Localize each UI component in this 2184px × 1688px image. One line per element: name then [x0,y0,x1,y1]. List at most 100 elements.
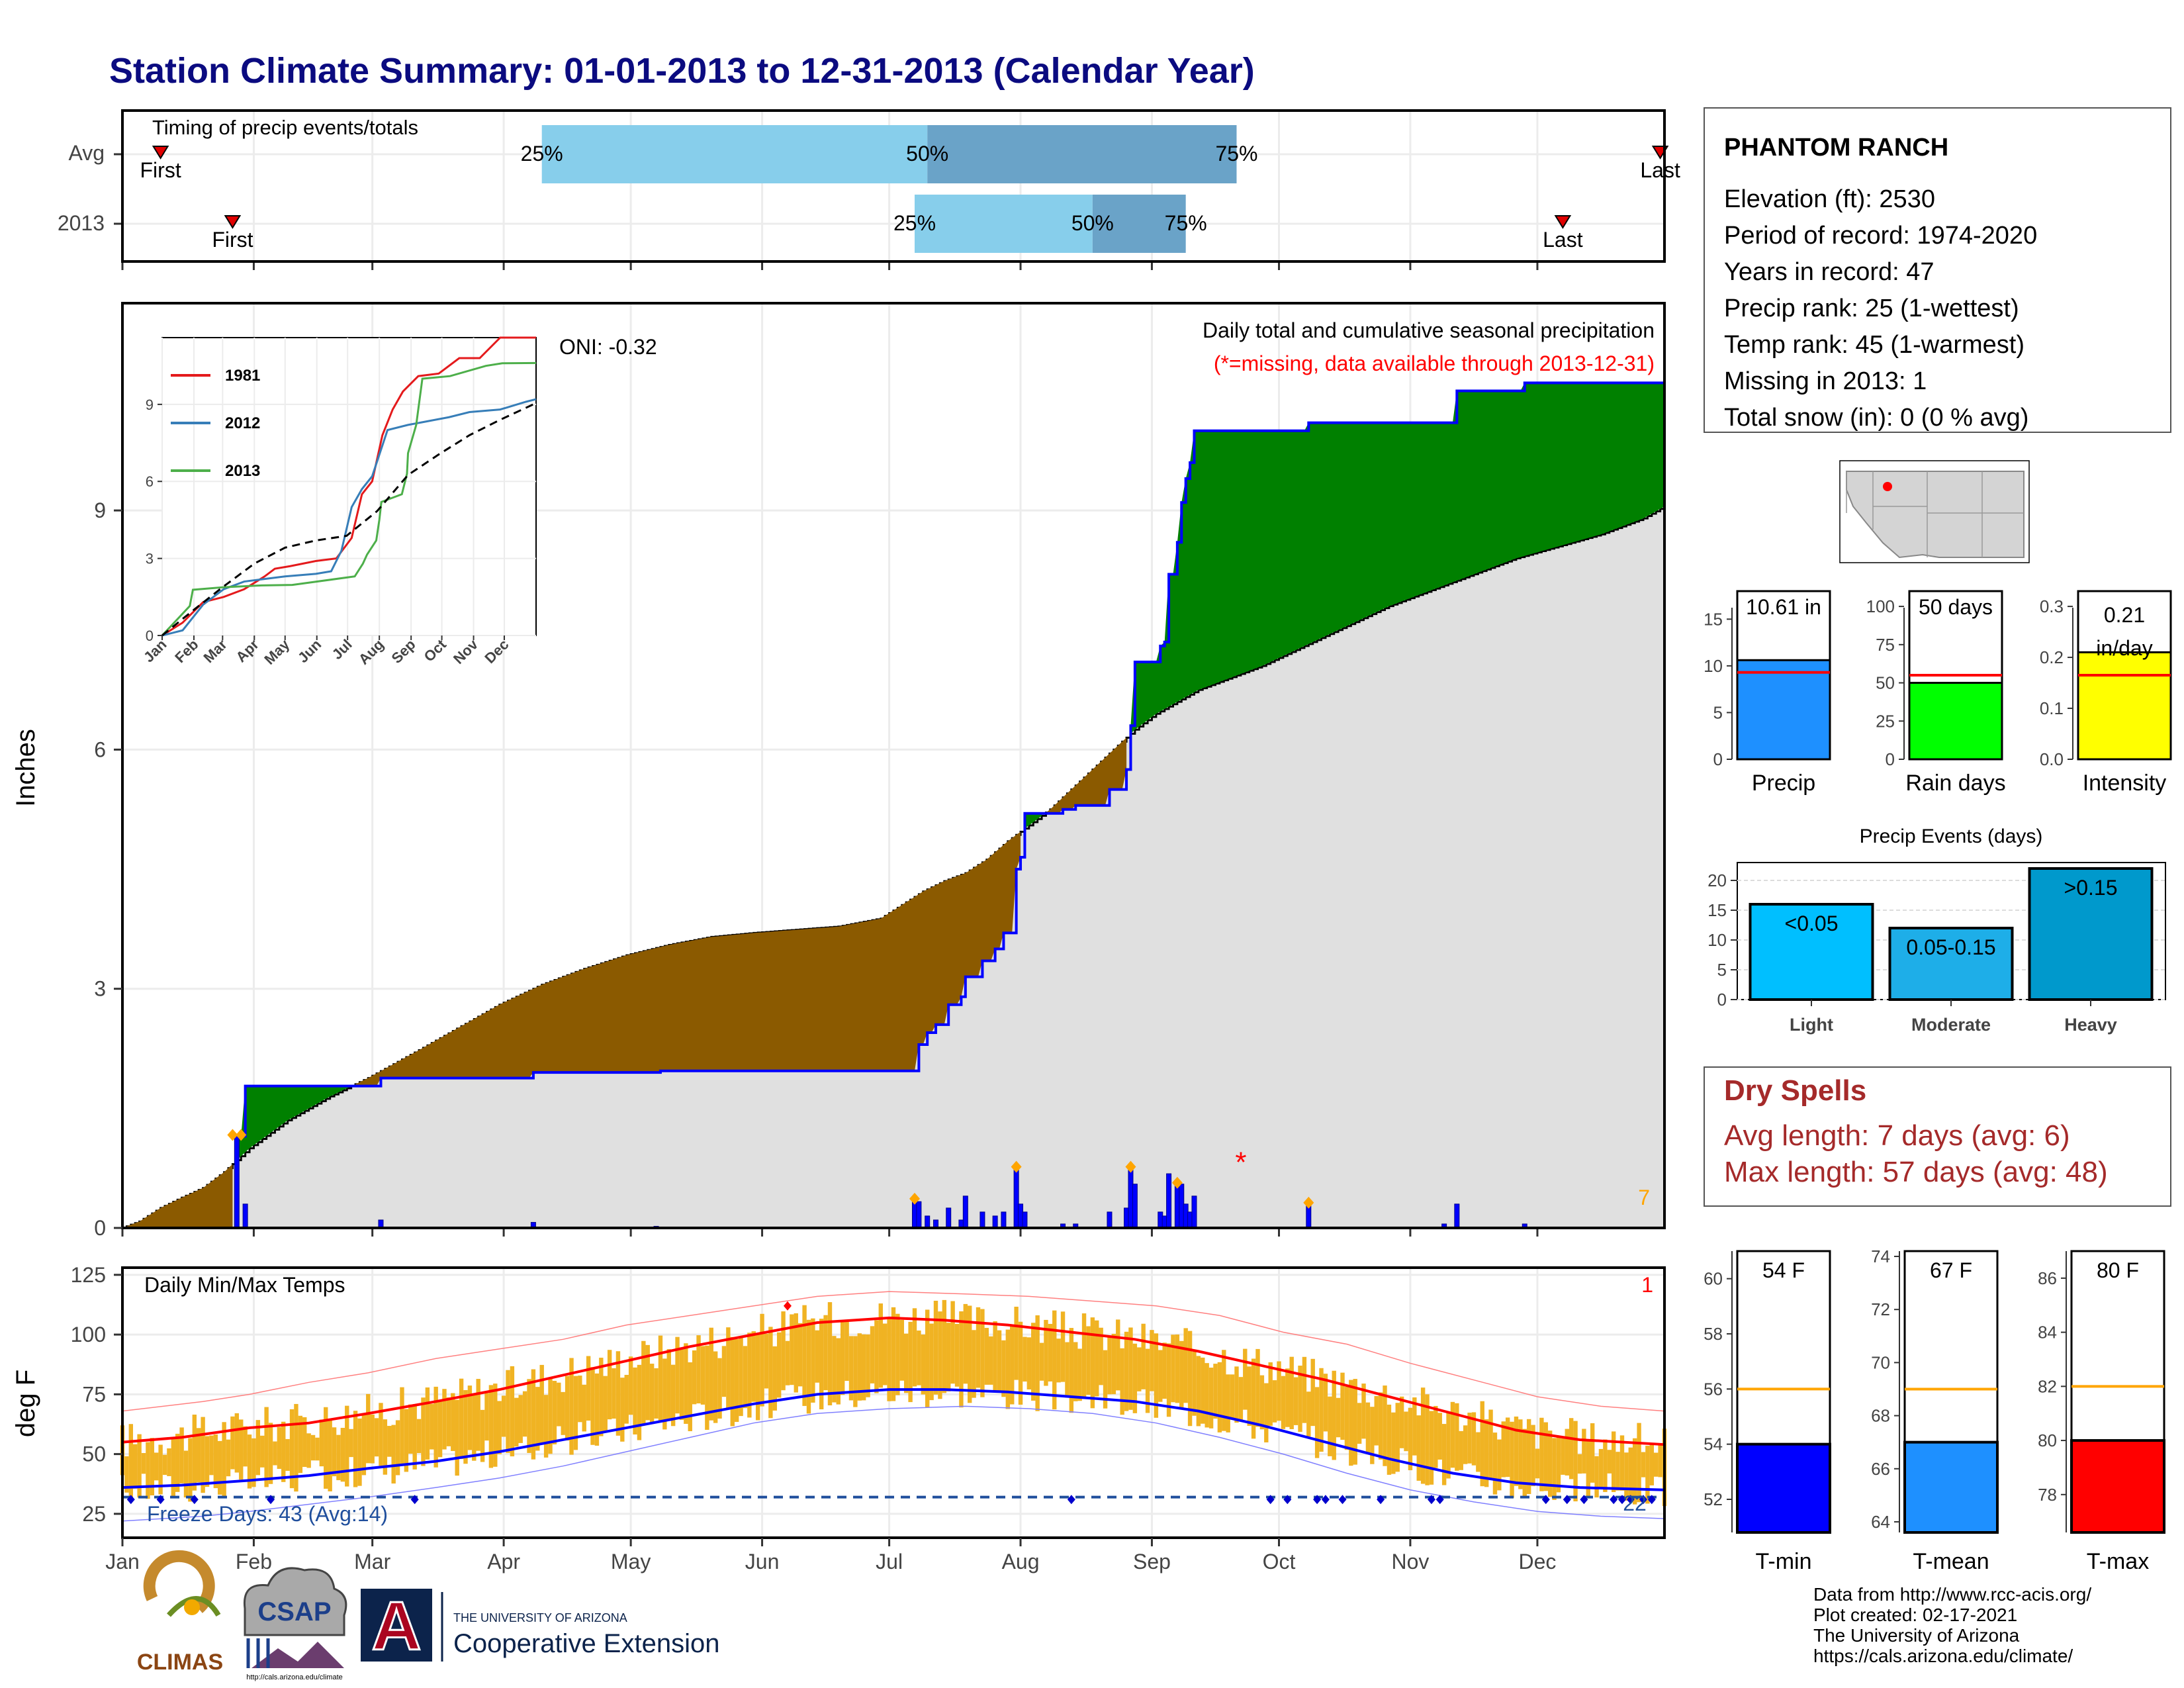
page-title: Station Climate Summary: 01-01-2013 to 1… [109,51,1255,91]
daily-temp-bar [696,1335,701,1404]
daily-temp-bar [124,1456,129,1493]
timing-q25-label: 25% [521,142,563,165]
first-event-label: First [212,228,253,252]
month-label: Apr [487,1550,520,1573]
cold-day-marker [1427,1495,1435,1505]
month-label: Feb [236,1550,272,1573]
daily-temp-bar [582,1384,586,1432]
daily-temp-bar [1501,1421,1506,1477]
ua-small-text: THE UNIVERSITY OF ARIZONA [453,1611,627,1624]
summary-chart-name: Intensity [2083,771,2167,796]
summary-value-bar [2077,651,2172,761]
freeze-count-label: 22 [1623,1491,1647,1515]
daily-temp-bar [633,1367,637,1435]
daily-temp-bar [1450,1401,1455,1468]
first-event-marker [224,215,242,229]
daily-temp-bar [463,1389,468,1464]
cold-day-marker [1377,1495,1385,1505]
daily-temp-bar [201,1417,205,1493]
dry-spells-title: Dry Spells [1724,1074,1866,1107]
daily-temp-bar [1293,1377,1298,1425]
daily-temp-bar [213,1434,218,1489]
cold-day-marker [1617,1495,1626,1505]
oni-label: ONI: -0.32 [559,335,657,359]
daily-temp-bar [1039,1342,1044,1381]
timing-bar-q25-q50 [541,125,928,183]
month-label: Jan [105,1550,140,1573]
cold-day-marker [1580,1495,1588,1505]
daily-temp-bar [510,1366,515,1457]
daily-precip-bar [925,1215,931,1229]
daily-temp-bar [1141,1323,1146,1389]
daily-temp-bar [1132,1343,1138,1413]
large-event-marker [1303,1196,1314,1209]
daily-temp-bar [285,1438,290,1471]
daily-temp-bar [1488,1409,1493,1480]
temp-summary-ytick-label: 54 [1704,1434,1723,1454]
daily-temp-bar [1145,1348,1150,1413]
daily-temp-bar [887,1319,891,1401]
large-event-marker [1011,1160,1022,1173]
daily-temp-bar [1124,1331,1129,1411]
month-label: Dec [1519,1550,1557,1573]
daily-temp-bar [751,1331,756,1402]
daily-temp-bar [1285,1368,1290,1427]
daily-temp-bar [963,1303,968,1384]
daily-temp-bar [679,1347,684,1420]
csap-url: http://cals.arizona.edu/climate [246,1673,343,1681]
daily-temp-bar [433,1386,438,1468]
cold-day-marker [1435,1495,1444,1505]
daily-temp-bar [1120,1348,1124,1415]
cold-day-marker [156,1495,165,1505]
precip-ytick-label: 0 [94,1216,106,1240]
temp-summary-chart-1: 64 66 68 70 72 74 67 F T-mean [1871,1246,1999,1574]
daily-temp-bar [1552,1438,1557,1500]
daily-temp-bar [1332,1370,1336,1460]
daily-temp-bar [446,1397,451,1446]
cold-day-marker [1338,1495,1347,1505]
daily-temp-bar [819,1319,824,1410]
record-max-line [122,1291,1665,1412]
temp-summary-value-label: 54 F [1762,1258,1805,1282]
daily-temp-bar [294,1403,298,1492]
inset-ytick-label: 9 [146,397,154,413]
daily-temp-bar [942,1299,947,1393]
daily-temp-bar [387,1426,392,1457]
daily-temp-bar [1539,1417,1544,1491]
summary-value-bar [1736,659,1831,761]
precip-ytick-label: 6 [94,737,106,761]
daily-temp-bar [1433,1405,1438,1468]
daily-temp-bar [781,1311,786,1391]
daily-temp-bar [1323,1374,1328,1432]
daily-temp-bar [425,1387,430,1460]
daily-temp-bar [340,1428,345,1482]
daily-temp-bar [128,1424,134,1501]
daily-temp-bar [760,1313,764,1407]
timing-bar-q50-q75 [927,125,1237,183]
daily-temp-bar [1349,1380,1353,1466]
daily-temp-bar [353,1411,358,1487]
cold-day-marker [1283,1495,1292,1505]
daily-precip-bar [916,1201,922,1229]
daily-temp-bar [1531,1425,1535,1487]
daily-temp-bar [1073,1342,1078,1401]
daily-temp-bar [1365,1402,1371,1453]
inset-legend-label: 1981 [225,367,260,385]
events-bar-label: >0.15 [2064,876,2118,900]
daily-temp-bar [1441,1424,1447,1485]
temp-summary-bar [2070,1439,2165,1534]
summary-value-label: 50 days [1919,595,1993,619]
daily-temp-bar [501,1395,506,1437]
inset-ytick-label: 3 [146,551,154,567]
daily-temp-bar [1463,1425,1468,1464]
cumulative-2013-line [122,381,1666,1229]
daily-temp-bar [1378,1392,1383,1460]
daily-precip-bar [1001,1211,1007,1229]
daily-temp-bar [1645,1446,1650,1504]
daily-temp-bar [1217,1362,1222,1432]
summary-ytick-label: 10 [1704,656,1723,676]
daily-temp-bar [1416,1415,1421,1481]
summary-chart-2: 0.0 0.1 0.2 0.3 0.21 in/day Intensity [2040,590,2172,796]
daily-temp-bar [802,1305,807,1406]
daily-temp-bar [467,1385,473,1450]
